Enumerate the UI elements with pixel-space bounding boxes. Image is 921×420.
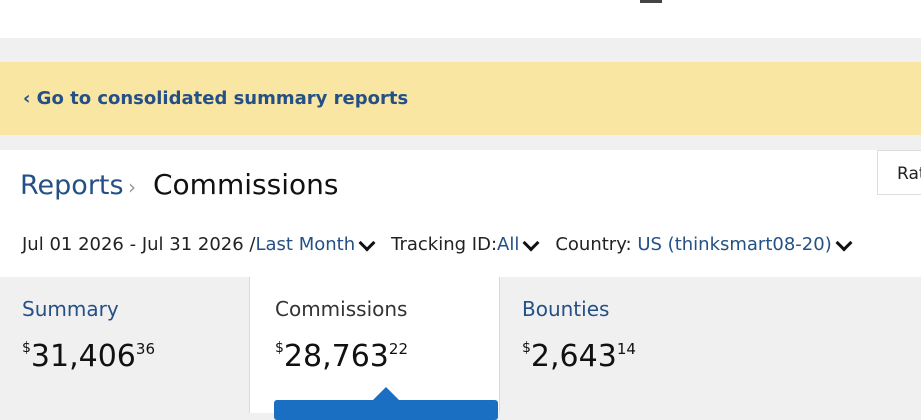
filters: Jul 01 2026 - Jul 31 2026 /Last Month Tra… bbox=[22, 234, 868, 255]
tracking-dropdown[interactable]: All bbox=[497, 234, 520, 255]
currency: $ bbox=[22, 340, 31, 356]
card-button[interactable] bbox=[274, 400, 498, 420]
amount-cents: 36 bbox=[135, 340, 155, 358]
date-range: Jul 01 2026 - Jul 31 2026 / bbox=[22, 234, 256, 255]
summary-card[interactable]: Bounties $2,64314 bbox=[500, 277, 751, 413]
period-dropdown[interactable]: Last Month bbox=[255, 234, 356, 255]
amount-whole: 2,643 bbox=[530, 339, 617, 374]
card-label: Bounties bbox=[522, 297, 610, 321]
breadcrumb-reports[interactable]: Reports bbox=[20, 170, 124, 201]
filter-panel bbox=[0, 150, 921, 277]
currency: $ bbox=[522, 340, 531, 356]
active-pointer bbox=[372, 387, 400, 401]
banner bbox=[0, 62, 921, 135]
chevron bbox=[835, 234, 853, 252]
top-mark bbox=[640, 0, 662, 3]
chevron bbox=[358, 234, 376, 252]
card-amount: $28,76322 bbox=[275, 339, 408, 374]
consolidated-link[interactable]: ‹ Go to consolidated summary reports bbox=[23, 88, 409, 109]
amount-whole: 31,406 bbox=[30, 339, 136, 374]
amount-cents: 14 bbox=[616, 340, 636, 358]
amount-whole: 28,763 bbox=[283, 339, 389, 374]
amount-cents: 22 bbox=[388, 340, 408, 358]
page-title: Commissions bbox=[153, 168, 339, 201]
country-dropdown[interactable]: US (thinksmart08-20) bbox=[637, 234, 832, 255]
card-amount: $2,64314 bbox=[522, 339, 636, 374]
country-label: Country: bbox=[555, 234, 632, 255]
chevron bbox=[522, 234, 540, 252]
card-amount: $31,40636 bbox=[22, 339, 155, 374]
currency: $ bbox=[275, 340, 284, 356]
card-label: Summary bbox=[22, 297, 119, 321]
breadcrumb-separator: › bbox=[128, 175, 136, 199]
tracking-label: Tracking ID: bbox=[391, 234, 498, 255]
right-button[interactable]: Rat bbox=[877, 150, 921, 195]
card-label: Commissions bbox=[275, 297, 408, 321]
summary-card[interactable]: Summary $31,40636 bbox=[0, 277, 251, 413]
top-bar bbox=[0, 0, 921, 38]
